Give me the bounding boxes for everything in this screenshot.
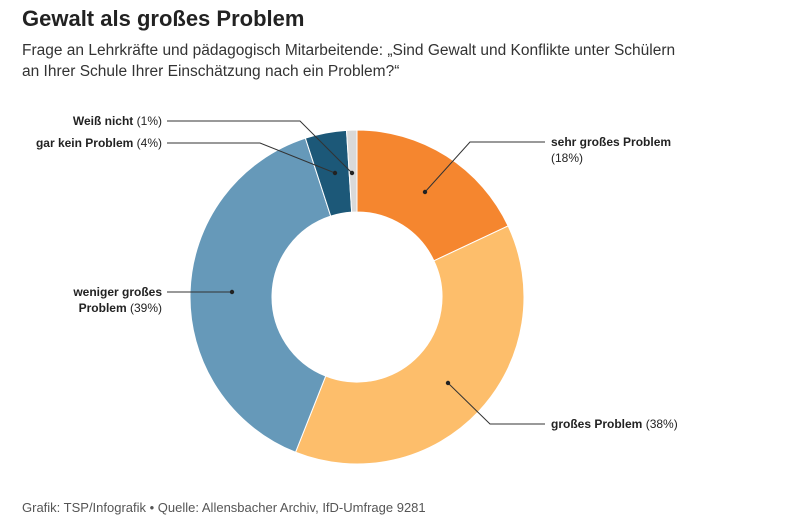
- leader-dot: [229, 289, 235, 295]
- donut-segment: [294, 225, 525, 465]
- slice-label: gar kein Problem (4%): [0, 135, 162, 151]
- category-label: Weiß nicht: [72, 114, 134, 128]
- category-label: weniger großes Problem: [73, 285, 162, 315]
- slice-label: sehr großes Problem (18%): [551, 134, 701, 166]
- leader-line: [167, 120, 353, 174]
- leader-dot: [349, 170, 355, 176]
- donut-segment: [189, 137, 332, 453]
- value-label: (4%): [136, 136, 162, 150]
- leader-line: [167, 142, 336, 174]
- source-note: Grafik: TSP/Infografik • Quelle: Allensb…: [22, 500, 426, 515]
- leader-line: [447, 382, 545, 425]
- value-label: (39%): [129, 301, 162, 315]
- leader-line: [424, 141, 545, 193]
- donut-segment: [356, 129, 509, 262]
- value-label: (1%): [136, 114, 162, 128]
- leader-dot: [422, 189, 428, 195]
- category-label: gar kein Problem: [35, 136, 134, 150]
- category-label: großes Problem: [551, 417, 643, 431]
- chart-subtitle: Frage an Lehrkräfte und pädagogisch Mita…: [22, 42, 676, 80]
- leader-dot: [332, 170, 338, 176]
- value-label: (38%): [645, 417, 678, 431]
- slice-label: Weiß nicht (1%): [0, 113, 162, 129]
- category-label: sehr großes Problem: [551, 135, 672, 149]
- slice-label: großes Problem (38%): [551, 416, 751, 432]
- chart-title: Gewalt als großes Problem: [22, 6, 305, 31]
- slice-label: weniger großes Problem (39%): [52, 284, 162, 316]
- leader-dot: [445, 380, 451, 386]
- value-label: (18%): [551, 151, 584, 165]
